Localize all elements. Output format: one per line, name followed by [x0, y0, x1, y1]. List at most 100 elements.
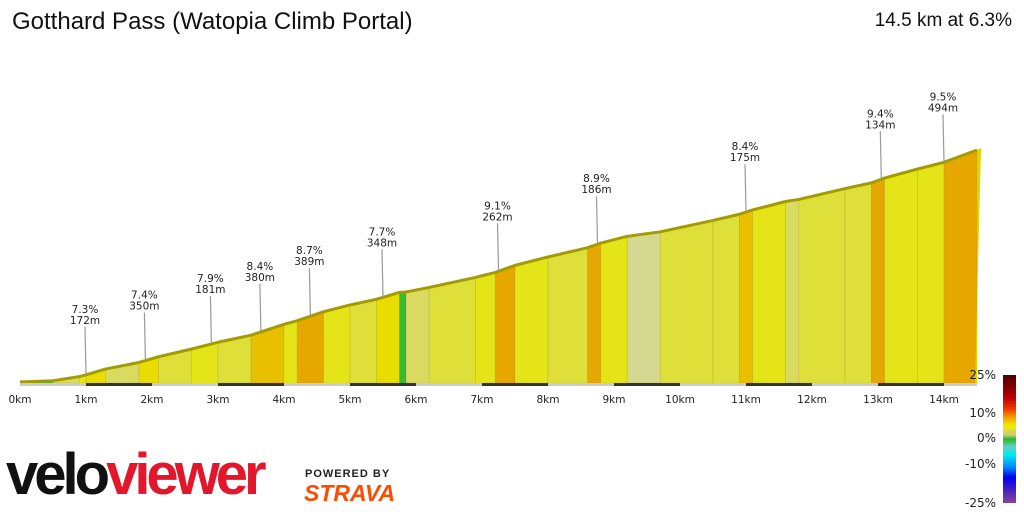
- annotation-length: 350m: [129, 301, 159, 313]
- annotation-grade: 9.1%: [484, 200, 511, 212]
- profile-segments: [19, 148, 981, 384]
- profile-segment: [752, 201, 786, 384]
- profile-segment: [547, 247, 588, 384]
- distance-bar-segment: [86, 383, 152, 386]
- profile-segment: [587, 242, 602, 384]
- annotation-grade: 7.9%: [197, 273, 224, 285]
- profile-segment: [428, 277, 476, 384]
- annotation-grade: 7.3%: [72, 304, 99, 316]
- profile-segment: [798, 188, 846, 384]
- profile-segment: [659, 220, 714, 384]
- distance-bar-segment: [416, 383, 482, 386]
- x-tick-label: 13km: [863, 394, 893, 406]
- x-tick-label: 5km: [339, 394, 362, 406]
- x-tick-label: 8km: [537, 394, 560, 406]
- profile-segment: [475, 272, 496, 384]
- profile-segment: [884, 168, 918, 384]
- annotation-length: 186m: [581, 184, 611, 196]
- logo-velo: velo: [6, 442, 110, 507]
- profile-segment: [296, 311, 324, 384]
- annotation-grade: 8.7%: [296, 245, 323, 257]
- distance-bar-segment: [20, 383, 86, 386]
- annotation-grade: 8.9%: [583, 173, 610, 185]
- x-tick-label: 9km: [603, 394, 626, 406]
- annotation-leader-line: [381, 249, 384, 298]
- profile-segment: [514, 256, 549, 384]
- annotation-leader-line: [744, 164, 747, 213]
- profile-ridge: [19, 148, 978, 384]
- annotation-leader-line: [209, 295, 212, 344]
- profile-segment: [494, 264, 516, 384]
- x-tick-label: 14km: [929, 394, 959, 406]
- annotation-length: 380m: [245, 272, 275, 284]
- distance-bar-segment: [284, 383, 350, 386]
- x-tick-label: 11km: [731, 394, 761, 406]
- profile-segment: [626, 231, 661, 384]
- veloviewer-logo[interactable]: veloviewer: [6, 446, 267, 504]
- grade-legend-bar: [1003, 375, 1016, 503]
- annotation-leader-line: [879, 131, 882, 180]
- profile-segment: [349, 298, 377, 384]
- profile-segment: [712, 213, 740, 384]
- distance-bar-segment: [152, 383, 218, 386]
- distance-bar-segment: [350, 383, 416, 386]
- annotation-grade: 9.4%: [867, 108, 894, 120]
- annotation-leader-line: [496, 223, 500, 272]
- x-axis-ticks: 0km 1km 2km 3km 4km 5km 6km 7km 8km 9km 10km 11km 12…: [9, 394, 959, 406]
- annotation-grade: 8.4%: [732, 141, 759, 153]
- distance-bar-segment: [548, 383, 614, 386]
- annotation-leader-line: [259, 283, 262, 332]
- profile-segment: [405, 287, 430, 384]
- strava-logo[interactable]: STRAVA: [304, 480, 396, 506]
- profile-end-face: [975, 148, 981, 383]
- annotation-leader-line: [595, 196, 599, 245]
- legend-label: 0%: [977, 431, 996, 445]
- profile-segment: [943, 149, 978, 384]
- legend-label: 25%: [969, 368, 996, 382]
- annotation-grade: 9.5%: [930, 91, 957, 103]
- annotation-length: 175m: [730, 152, 760, 164]
- x-tick-label: 2km: [141, 394, 164, 406]
- annotation-grade: 7.7%: [369, 226, 396, 238]
- profile-segment: [844, 182, 872, 384]
- annotation-leader-line: [143, 312, 146, 361]
- distance-bar-segment: [680, 383, 746, 386]
- annotation-length: 348m: [367, 237, 397, 249]
- annotation-length: 172m: [70, 315, 100, 327]
- annotation-grade: 7.4%: [131, 290, 158, 302]
- annotation-leader-line: [308, 268, 311, 317]
- climb-summary: 14.5 km at 6.3%: [874, 10, 1012, 31]
- profile-segment: [600, 235, 628, 384]
- profile-segment: [871, 177, 885, 384]
- profile-segment: [917, 161, 945, 384]
- logo-viewer: viewer: [106, 442, 267, 507]
- distance-bar-segment: [944, 383, 977, 386]
- distance-bar-segment: [746, 383, 812, 386]
- annotation-length: 389m: [294, 256, 324, 268]
- annotation-length: 134m: [865, 119, 895, 131]
- profile-segment: [399, 291, 407, 384]
- powered-by-label: POWERED BY: [305, 468, 391, 480]
- profile-segment: [376, 291, 400, 384]
- x-tick-label: 3km: [207, 394, 230, 406]
- x-tick-label: 1km: [75, 394, 98, 406]
- x-tick-label: 12km: [797, 394, 827, 406]
- annotation-leader-line: [942, 114, 945, 163]
- x-tick-label: 6km: [405, 394, 428, 406]
- annotation-length: 181m: [195, 284, 225, 296]
- distance-bar: [20, 383, 977, 386]
- legend-label: -25%: [965, 496, 996, 510]
- x-tick-label: 7km: [471, 394, 494, 406]
- distance-bar-segment: [878, 383, 944, 386]
- annotation-grade: 8.4%: [247, 261, 274, 273]
- profile-segment: [739, 209, 753, 384]
- distance-bar-segment: [482, 383, 548, 386]
- climb-annotations: 7.3%172m7.4%350m7.9%181m8.4%380m8.7%389m…: [70, 91, 958, 375]
- annotation-length: 494m: [928, 102, 958, 114]
- x-tick-label: 4km: [273, 394, 296, 406]
- distance-bar-segment: [614, 383, 680, 386]
- legend-label: 10%: [969, 406, 996, 420]
- annotation-length: 262m: [482, 211, 512, 223]
- profile-segment: [283, 320, 298, 384]
